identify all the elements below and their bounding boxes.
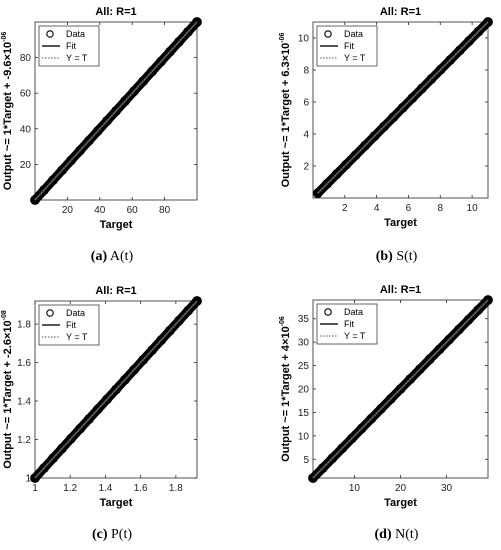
x-tick-label: 8 [437,203,443,214]
legend: Data Fit Y = T [316,303,378,345]
legend-label-fit: Fit [344,41,354,51]
sub-caption: (d) N(t) [375,527,419,542]
x-tick-label: 20 [395,483,407,494]
x-tick-label: 1 [32,483,38,494]
x-tick-label: 2 [342,203,348,214]
x-axis-label: Target [384,217,417,229]
chart-title: All: R=1 [95,6,136,18]
chart-title: All: R=1 [380,6,421,18]
identity-line [317,21,489,194]
y-tick-label: 1.4 [17,397,31,408]
y-tick-label: 40 [20,124,32,135]
y-tick-label: 6 [303,98,309,109]
legend: Data Fit Y = T [38,25,100,67]
legend-label-data: Data [344,307,363,317]
x-tick-label: 1.2 [63,483,77,494]
legend-data-marker [46,30,54,38]
x-tick-label: 6 [406,203,412,214]
legend-label-yt: Y = T [66,53,88,63]
y-tick-label: 1 [25,474,31,485]
legend-label-yt: Y = T [344,53,366,63]
x-axis-label: Target [100,219,133,231]
y-tick-label: 20 [20,160,32,171]
y-tick-label: 80 [20,53,32,64]
legend: Data Fit Y = T [38,304,100,346]
y-tick-label: 4 [303,130,309,141]
legend-label-fit: Fit [344,319,354,329]
y-tick-label: 35 [298,314,310,325]
x-tick-label: 1.4 [98,483,112,494]
identity-line [34,300,198,479]
legend-label-fit: Fit [66,41,76,51]
y-axis-label: Output ~= 1*Target + 4×10-06 [279,316,292,462]
legend-label-yt: Y = T [66,332,88,342]
y-tick-label: 25 [298,361,310,372]
identity-line [312,299,489,479]
legend-box [38,25,100,67]
y-tick-label: 60 [20,89,32,100]
y-axis-label: Output ~= 1*Target + -9.6×10-06 [1,32,14,191]
y-tick-label: 30 [298,338,310,349]
y-tick-label: 1.8 [17,320,31,331]
chart-panel-c: 1 1.2 1.4 1.6 1.8 1 1.2 1.4 1.6 1.8 Data Fit Y = T Al… [1,285,202,542]
y-tick-label: 1.6 [17,358,31,369]
chart-title: All: R=1 [95,285,136,297]
sub-caption: (a) A(t) [91,249,134,264]
y-axis-label: Output ~= 1*Target + -2.6×10-08 [1,310,14,469]
y-axis-label: Output ~= 1*Target + 6.3×10-06 [279,32,292,187]
legend-label-data: Data [66,308,85,318]
y-tick-label: 15 [298,408,310,419]
legend-label-yt: Y = T [344,331,366,341]
legend-label-data: Data [66,29,85,39]
x-tick-label: 10 [349,483,361,494]
x-tick-label: 20 [62,205,74,216]
chart-panel-d: 10 20 30 5 10 15 20 25 30 35 Data Fit Y = T All: R=1 T… [279,284,493,542]
y-tick-label: 10 [298,34,310,45]
legend-data-marker [324,308,332,316]
sub-caption: (c) P(t) [92,527,132,542]
x-tick-label: 80 [159,205,171,216]
sub-caption: (b) S(t) [376,249,418,264]
chart-panel-a: 20 40 60 80 20 40 60 80 Data Fit Y = T All: R=1 Targ… [1,6,202,264]
legend-data-marker [46,309,54,317]
x-tick-label: 60 [127,205,139,216]
chart-title: All: R=1 [380,284,421,296]
legend-label-fit: Fit [66,320,76,330]
y-tick-label: 5 [303,455,309,466]
x-axis-label: Target [384,497,417,509]
y-tick-label: 10 [298,431,310,442]
x-tick-label: 1.6 [134,483,148,494]
y-tick-label: 8 [303,66,309,77]
legend-label-data: Data [344,29,363,39]
legend-data-marker [324,30,332,38]
x-tick-label: 30 [441,483,453,494]
legend: Data Fit Y = T [316,25,378,67]
y-tick-label: 1.2 [17,435,31,446]
x-tick-label: 40 [94,205,106,216]
y-tick-label: 20 [298,385,310,396]
x-tick-label: 4 [374,203,380,214]
x-tick-label: 1.8 [169,483,183,494]
y-tick-label: 2 [303,162,309,173]
chart-panel-b: 2 4 6 8 10 2 4 6 8 10 Data Fit Y = T All: R=1 Target Ou… [279,6,493,264]
identity-line [34,21,198,201]
x-tick-label: 10 [467,203,479,214]
x-axis-label: Target [100,497,133,509]
